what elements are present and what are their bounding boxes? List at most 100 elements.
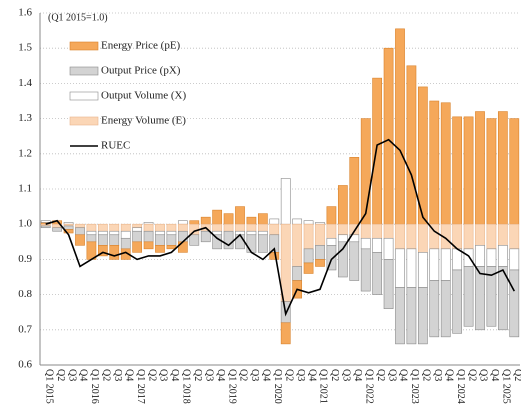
- x-tick-label: Q2: [55, 369, 66, 381]
- bar-segment: [349, 241, 360, 281]
- x-tick-label: Q3: [66, 369, 77, 381]
- bar-segment: [246, 216, 257, 225]
- bar-segment: [269, 252, 280, 260]
- bar-segment: [280, 223, 291, 302]
- legend-label: Energy Price (pE): [101, 40, 181, 52]
- bar-segment: [200, 216, 211, 225]
- bar-segment: [143, 223, 154, 232]
- bar-segment: [406, 65, 417, 225]
- bar-segment: [292, 223, 303, 267]
- y-tick-label: 1.6: [18, 7, 32, 19]
- bar-segment: [326, 223, 337, 239]
- bar-segment: [97, 223, 108, 232]
- ruec-line: [45, 138, 516, 317]
- bar-segment: [75, 234, 85, 246]
- bar-segment: [497, 266, 508, 331]
- legend-swatch: [69, 66, 99, 76]
- x-tick-label: Q2: [466, 369, 477, 381]
- bar-segment: [360, 248, 371, 292]
- bar-segment: [406, 248, 417, 288]
- y-tick-label: 1.3: [18, 112, 32, 124]
- y-tick-label: 1.5: [18, 42, 32, 54]
- x-tick-label: Q4: [215, 369, 226, 381]
- bar-segment: [63, 229, 74, 234]
- bar-segment: [166, 223, 177, 232]
- bar-segment: [246, 223, 257, 232]
- bar-segment: [177, 220, 188, 225]
- legend-swatch: [69, 116, 99, 126]
- x-tick-label: Q3: [432, 369, 443, 381]
- bar-segment: [383, 259, 394, 309]
- y-tick-label: 0.7: [18, 323, 32, 335]
- bar-segment: [360, 223, 371, 239]
- bar-segment: [463, 248, 474, 267]
- bar-segment: [383, 237, 394, 260]
- x-tick-label: Q3: [341, 369, 352, 381]
- bar-segment: [40, 225, 51, 229]
- bar-segment: [212, 209, 223, 225]
- bar-segment: [486, 223, 497, 250]
- bar-segment: [212, 234, 223, 250]
- bar-segment: [269, 223, 280, 236]
- bar-segment: [177, 230, 188, 243]
- bar-segment: [155, 245, 165, 253]
- x-tick-label: Q4: [306, 369, 317, 381]
- bar-segment: [86, 223, 97, 232]
- bar-segment: [166, 230, 177, 236]
- bar-segment: [315, 259, 325, 267]
- x-tick-label: Q2: [512, 369, 521, 381]
- bar-segment: [109, 230, 120, 236]
- legend-label: Energy Volume (E): [101, 115, 186, 127]
- bar-segment: [337, 185, 348, 225]
- bar-segment: [97, 245, 108, 257]
- bar-segment: [246, 234, 257, 253]
- bar-segment: [132, 223, 143, 229]
- bar-segment: [75, 223, 85, 229]
- bar-segment: [452, 116, 463, 225]
- bar-segment: [235, 223, 245, 232]
- x-tick-label: Q3: [386, 369, 397, 381]
- bar-segment: [497, 111, 508, 225]
- bar-segment: [429, 248, 440, 281]
- bar-segment: [429, 100, 440, 225]
- y-tick-label: 0.8: [18, 288, 32, 300]
- bar-segment: [280, 178, 291, 225]
- x-tick-label: Q3: [478, 369, 489, 381]
- x-tick-label: Q1 2020: [272, 369, 283, 404]
- x-tick-label: Q3: [112, 369, 123, 381]
- bar-segment: [429, 280, 440, 338]
- bar-segment: [463, 266, 474, 327]
- x-tick-label: Q3: [158, 369, 169, 381]
- bar-segment: [52, 227, 63, 232]
- bar-segment: [292, 266, 303, 281]
- bar-segment: [109, 245, 120, 260]
- legend-label: Output Price (pX): [101, 65, 181, 77]
- x-tick-label: Q1 2023: [409, 369, 420, 404]
- bar-segment: [475, 223, 485, 246]
- x-tick-label: Q1 2022: [363, 369, 374, 404]
- bar-segment: [475, 266, 485, 331]
- bar-segment: [303, 262, 314, 274]
- x-tick-label: Q2: [375, 369, 386, 381]
- bar-segment: [315, 245, 325, 260]
- x-tick-label: Q2: [238, 369, 249, 381]
- bar-segment: [75, 227, 85, 236]
- bar-segment: [486, 266, 497, 327]
- bar-segment: [166, 234, 177, 246]
- bar-segment: [269, 218, 280, 225]
- bar-segment: [132, 227, 143, 232]
- bar-segment: [155, 223, 165, 232]
- bar-segment: [189, 234, 200, 246]
- bar-segment: [97, 230, 108, 236]
- bar-segment: [326, 245, 337, 271]
- x-tick-label: Q1 2016: [89, 369, 100, 404]
- x-tick-label: Q3: [295, 369, 306, 381]
- bar-segment: [246, 230, 257, 236]
- bar-segment: [417, 223, 428, 253]
- bar-segment: [223, 223, 234, 232]
- bar-segment: [509, 223, 520, 250]
- bar-segment: [235, 206, 245, 225]
- bar-segment: [509, 248, 520, 271]
- bar-segment: [303, 220, 314, 225]
- x-tick-label: Q4: [123, 369, 134, 381]
